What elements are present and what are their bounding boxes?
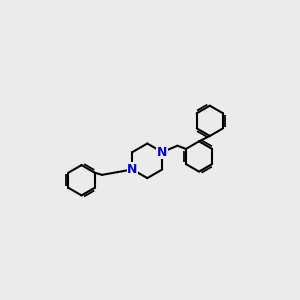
Text: N: N [127, 163, 137, 176]
Text: N: N [157, 146, 167, 159]
